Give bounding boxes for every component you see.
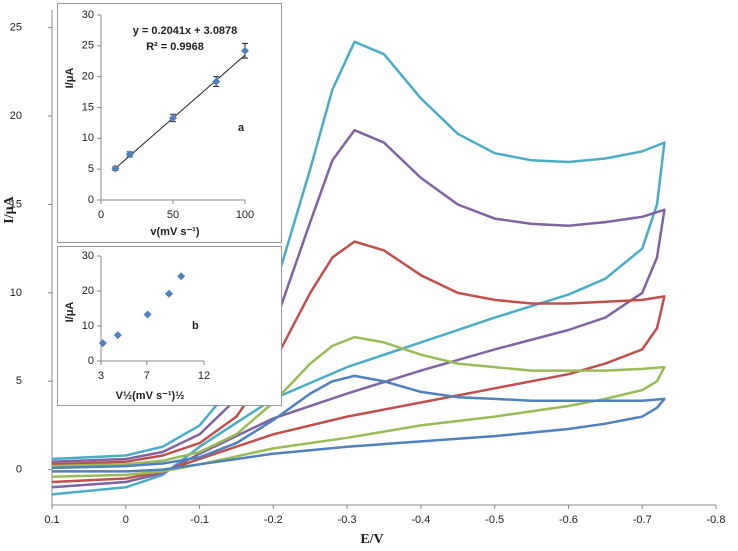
trendline (115, 54, 246, 169)
y-tick-label: 5 (88, 163, 94, 175)
y-tick-label: 0 (88, 194, 94, 206)
y-tick-label: 10 (82, 320, 94, 332)
x-tick-label: 100 (236, 209, 254, 221)
y-tick-label: 20 (82, 285, 94, 297)
data-point (164, 289, 173, 298)
inset-a: I/μA v(mV s⁻¹) a y = 0.2041x + 3.0878 R²… (57, 3, 282, 243)
data-point (169, 113, 177, 122)
y-tick-label: 15 (10, 198, 22, 210)
annotation: a (238, 122, 245, 134)
x-tick-label: 0 (123, 514, 129, 526)
y-tick-label: 25 (10, 22, 22, 34)
data-point (111, 164, 120, 173)
x-tick-label: 0.1 (44, 514, 59, 526)
y-tick-label: 20 (82, 71, 94, 83)
y-axis-label: I/μA (2, 195, 17, 223)
x-axis-label: E/V (360, 532, 383, 547)
y-tick-label: 0 (16, 464, 22, 476)
y-tick-label: 30 (82, 250, 94, 262)
x-tick-label: -0.8 (707, 514, 726, 526)
data-point (125, 150, 134, 159)
cv-curve (51, 374, 666, 473)
x-tick-label: 12 (198, 370, 210, 382)
x-tick-label: -0.5 (485, 514, 504, 526)
x-tick-label: 50 (167, 209, 179, 221)
data-point (177, 272, 186, 281)
x-tick-label: -0.3 (338, 514, 357, 526)
data-point (98, 339, 107, 348)
y-axis-label: I/μA (64, 68, 76, 89)
cv-curve (51, 335, 666, 478)
y-tick-label: 5 (16, 375, 22, 387)
y-tick-label: 15 (82, 101, 94, 113)
x-axis-label: v(mV s⁻¹) (150, 226, 200, 238)
y-tick-label: 10 (82, 132, 94, 144)
annotation: b (192, 320, 199, 332)
data-point (113, 331, 122, 340)
equation: y = 0.2041x + 3.0878 (133, 25, 238, 37)
x-tick-label: 3 (98, 370, 104, 382)
y-tick-label: 0 (88, 355, 94, 367)
inset-frame (57, 246, 282, 406)
x-tick-label: -0.7 (633, 514, 652, 526)
y-tick-label: 20 (10, 110, 22, 122)
data-point (143, 310, 152, 319)
x-tick-label: -0.6 (559, 514, 578, 526)
x-tick-label: 7 (144, 370, 150, 382)
x-tick-label: -0.1 (190, 514, 209, 526)
data-point (212, 77, 221, 86)
inset-b: I/μA V½(mV s⁻¹)½ b 0 10 20 30 3 7 12 (57, 246, 282, 406)
x-tick-label: -0.4 (411, 514, 430, 526)
x-tick-label: 0 (98, 209, 104, 221)
x-tick-label: -0.2 (264, 514, 283, 526)
x-axis-label: V½(mV s⁻¹)½ (116, 390, 185, 402)
y-tick-label: 10 (10, 287, 22, 299)
data-point (241, 46, 249, 55)
y-tick-label: 30 (82, 9, 94, 21)
r-squared: R² = 0.9968 (146, 41, 204, 53)
y-tick-label: 25 (82, 40, 94, 52)
y-axis-label: I/μA (64, 302, 76, 323)
